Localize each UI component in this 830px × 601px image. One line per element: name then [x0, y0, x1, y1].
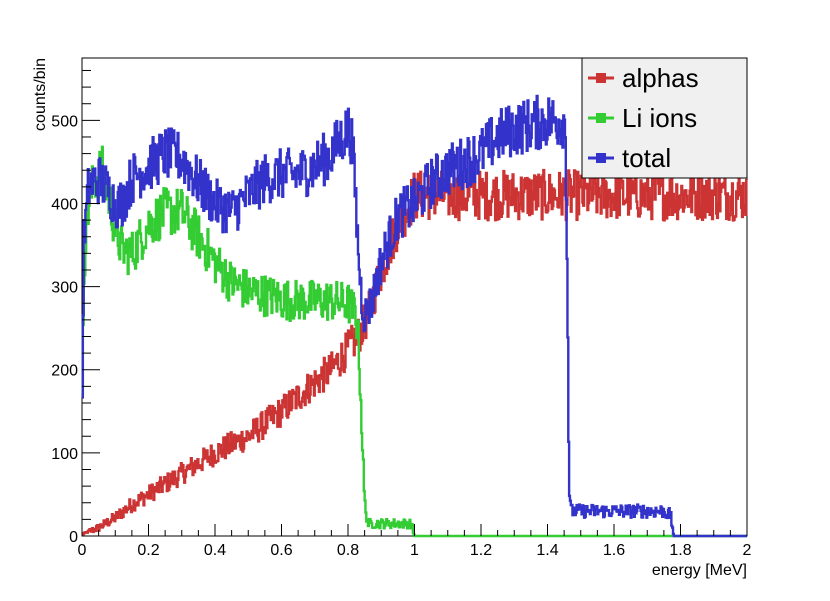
legend-marker	[596, 73, 606, 83]
legend-label: Li ions	[622, 103, 697, 133]
x-axis-title: energy [MeV]	[652, 562, 747, 579]
x-tick-label: 1.4	[536, 542, 558, 559]
y-tick-label: 100	[51, 446, 78, 463]
x-tick-label: 1.2	[470, 542, 492, 559]
legend-label: alphas	[622, 63, 699, 93]
y-tick-label: 400	[51, 196, 78, 213]
legend-label: total	[622, 143, 671, 173]
x-tick-label: 0.4	[204, 542, 226, 559]
legend-marker	[596, 113, 606, 123]
x-tick-label: 1	[410, 542, 419, 559]
axis-layer: 0 0.2 0.4 0.6 0.8 1 1.2 1.4 1.6 1.8 2 0 100 200 300 400…	[51, 69, 752, 559]
series-line-total	[81, 94, 747, 538]
label-layer: energy [MeV] counts/bin	[32, 58, 747, 579]
legend-marker	[596, 153, 606, 163]
y-axis-title: counts/bin	[32, 58, 49, 131]
x-tick-label: 0.2	[137, 542, 159, 559]
x-tick-label: 0.8	[337, 542, 359, 559]
x-tick-label: 0.6	[270, 542, 292, 559]
x-tick-label: 0	[78, 542, 87, 559]
y-tick-label: 0	[69, 529, 78, 546]
x-tick-label: 2	[743, 542, 752, 559]
y-tick-label: 500	[51, 113, 78, 130]
x-tick-label: 1.6	[603, 542, 625, 559]
y-tick-label: 300	[51, 280, 78, 297]
x-tick-label: 1.8	[669, 542, 691, 559]
legend: alphas Li ions total	[581, 57, 748, 179]
y-tick-label: 200	[51, 363, 78, 380]
